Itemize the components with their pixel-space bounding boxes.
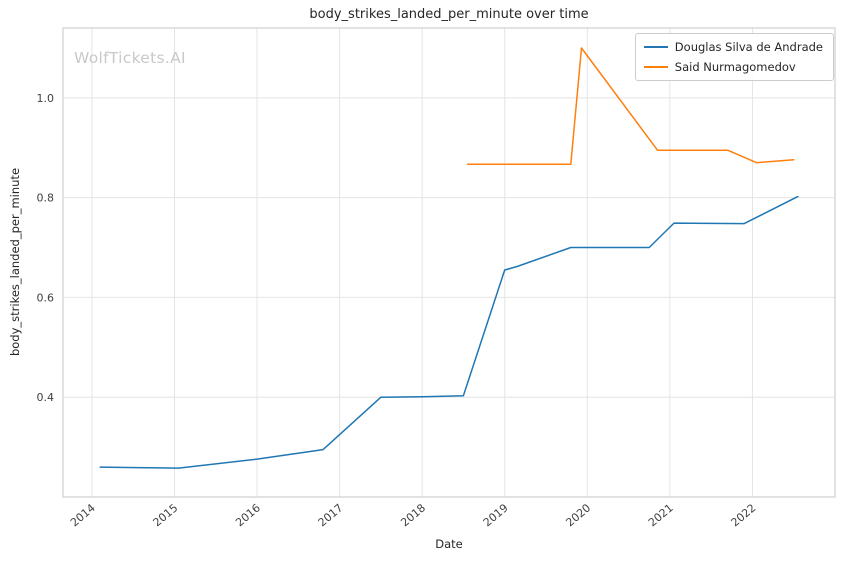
- x-tick-label: 2018: [398, 501, 428, 529]
- legend-item: Douglas Silva de Andrade: [643, 40, 823, 54]
- legend: Douglas Silva de Andrade Said Nurmagomedo…: [634, 33, 834, 81]
- plot-border: [62, 27, 836, 498]
- x-tick-label: 2019: [481, 501, 511, 529]
- x-tick-label: 2017: [316, 501, 346, 529]
- y-tick-label: 0.4: [37, 391, 55, 404]
- y-tick-label: 1.0: [37, 92, 55, 105]
- y-tick-label: 0.8: [37, 192, 55, 205]
- legend-item: Said Nurmagomedov: [643, 60, 823, 74]
- watermark: WolfTickets.AI: [74, 49, 186, 67]
- series-line: [99, 195, 799, 469]
- x-tick-label: 2016: [233, 501, 263, 529]
- chart-title: body_strikes_landed_per_minute over time: [309, 7, 589, 22]
- series-line: [466, 47, 795, 165]
- legend-swatch: [643, 46, 668, 48]
- legend-label: Said Nurmagomedov: [674, 60, 796, 74]
- x-tick-label: 2014: [68, 501, 98, 529]
- x-tick-label: 2015: [151, 501, 181, 529]
- y-tick-label: 0.6: [37, 291, 55, 304]
- x-tick-label: 2021: [646, 501, 676, 529]
- legend-swatch: [643, 66, 668, 68]
- legend-label: Douglas Silva de Andrade: [674, 40, 823, 54]
- x-tick-label: 2022: [729, 501, 759, 529]
- x-tick-label: 2020: [563, 501, 593, 529]
- x-axis-label: Date: [435, 537, 463, 551]
- y-axis-label: body_strikes_landed_per_minute: [8, 167, 22, 357]
